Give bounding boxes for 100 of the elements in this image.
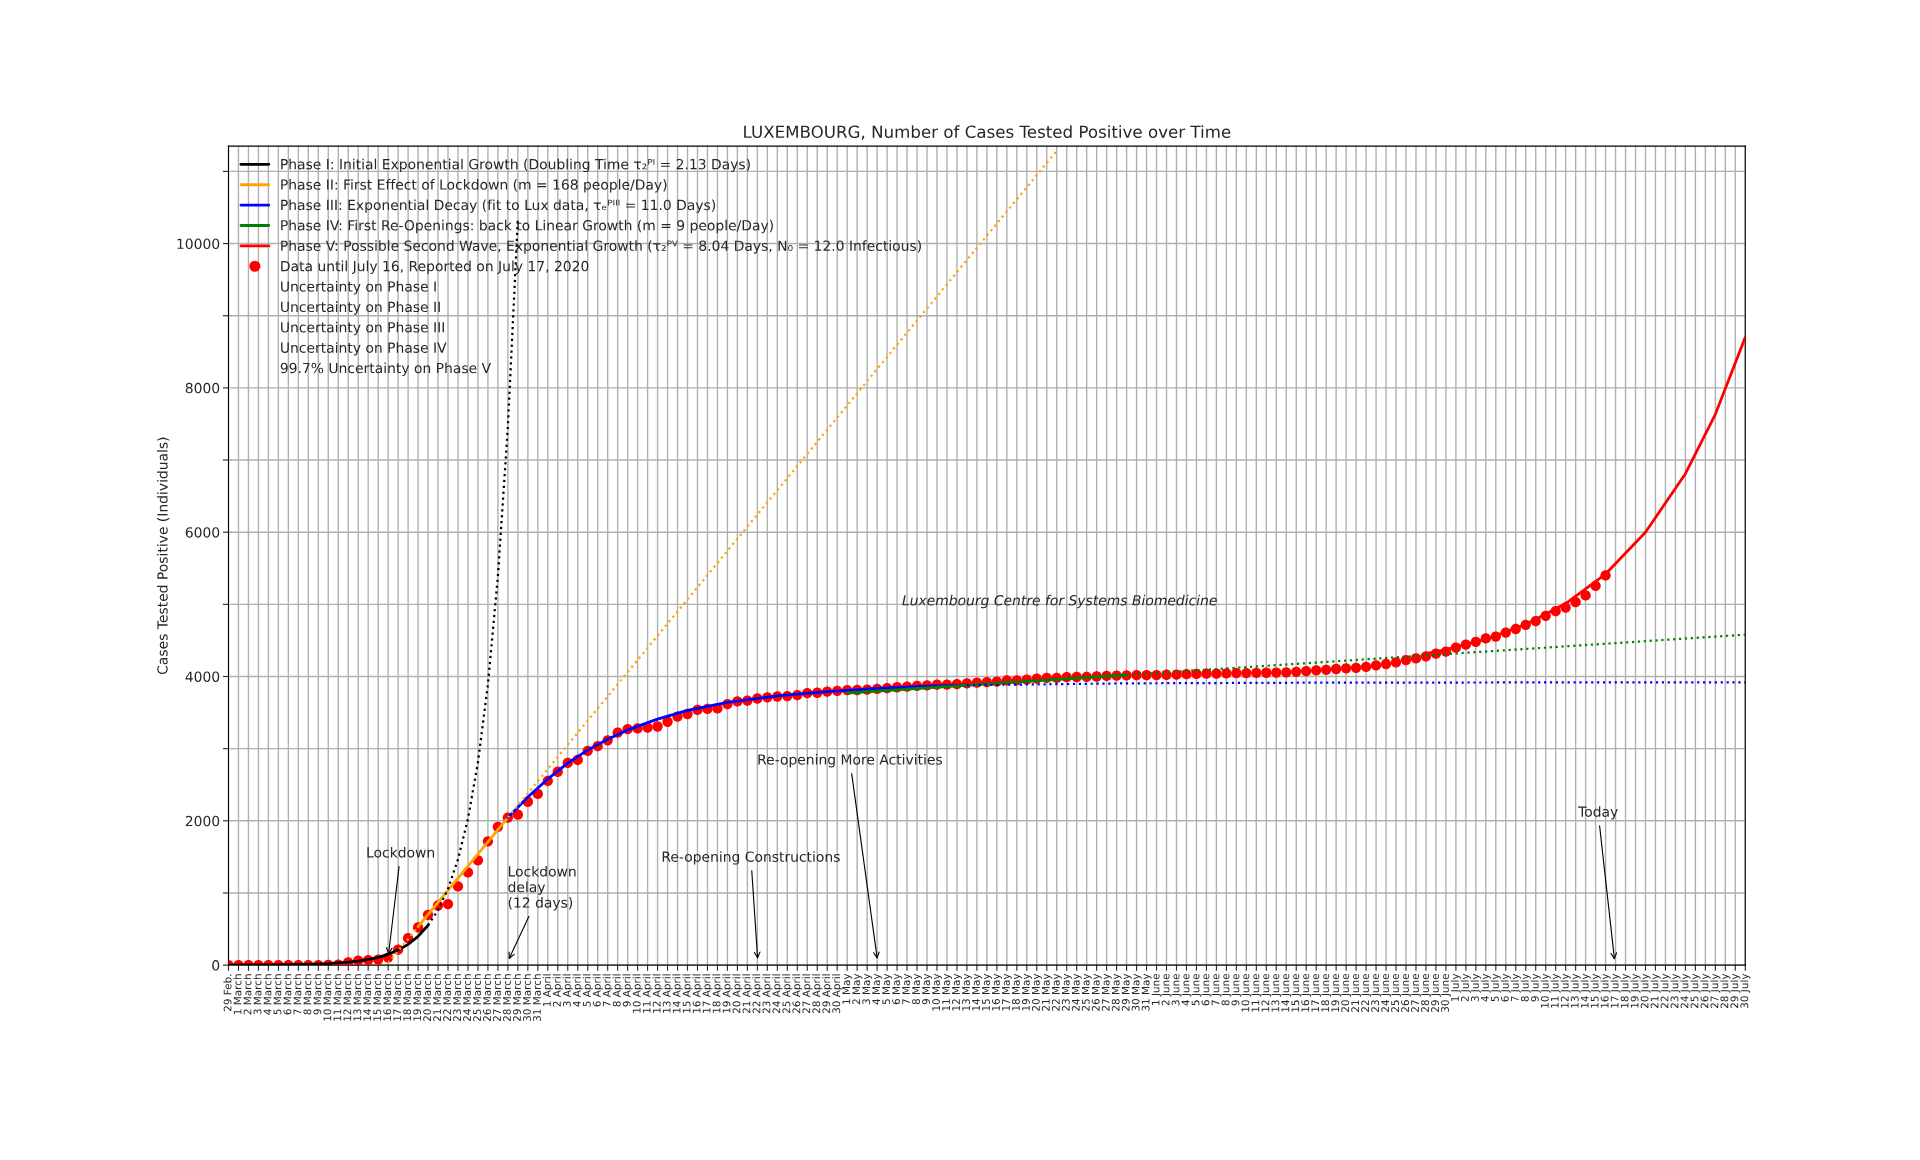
x-tick-label: 9 June [1231, 974, 1242, 1006]
x-tick-label: 9 March [313, 974, 322, 1015]
legend-label: Phase I: Initial Exponential Growth (Doubling Time τ₂ᴾᴵ = 2.13 Days) [281, 158, 750, 173]
x-tick-label: 26 July [1700, 973, 1711, 1008]
x-tick-label: 13 May [962, 973, 972, 1011]
x-tick-label: 12 May [952, 973, 962, 1011]
x-tick-label: 18 March [403, 974, 412, 1021]
x-tick-label: 21 June [1351, 974, 1362, 1012]
x-tick-label: 29 April [822, 974, 833, 1014]
x-tick-label: 16 July [1600, 973, 1611, 1008]
x-tick-label: 14 June [1281, 974, 1292, 1012]
annotation: Luxembourg Centre for Systems Biomedicine [902, 594, 1217, 609]
x-tick-label: 12 April [652, 974, 663, 1013]
x-tick-label: 27 May [1101, 973, 1112, 1011]
x-tick-label: 16 May [992, 973, 1002, 1011]
x-tick-label: 2 July [1460, 973, 1471, 1002]
x-tick-label: 31 March [532, 974, 541, 1021]
x-tick-label: 5 June [1191, 974, 1202, 1006]
x-tick-label: 17 July [1610, 973, 1621, 1008]
x-tick-label: 15 May [982, 973, 992, 1011]
y-tick-label: 0 [212, 960, 220, 971]
x-tick-label: 19 June [1331, 974, 1342, 1012]
x-tick-label: 24 May [1071, 973, 1082, 1011]
x-tick-label: 24 March [462, 974, 471, 1021]
x-tick-label: 14 May [972, 973, 982, 1011]
x-tick-label: 30 June [1441, 974, 1451, 1012]
x-tick-label: 22 June [1361, 974, 1372, 1012]
x-tick-label: 3 March [253, 974, 262, 1015]
x-tick-label: 29 May [1121, 973, 1132, 1011]
x-tick-label: 13 June [1271, 974, 1282, 1012]
x-tick-label: 21 May [1041, 973, 1052, 1011]
x-tick-label: 11 March [333, 974, 342, 1021]
x-tick-label: 17 May [1002, 973, 1012, 1011]
y-tick-label: 10000 [177, 238, 220, 250]
x-tick-label: 20 June [1341, 974, 1352, 1012]
x-tick-label: 19 July [1630, 973, 1641, 1008]
x-tick-label: 9 May [922, 973, 933, 1005]
x-tick-label: 8 May [912, 973, 923, 1005]
x-tick-label: 21 April [742, 974, 753, 1014]
annotation: Uncertainty on Phase III [281, 321, 444, 336]
x-tick-label: 7 March [293, 974, 302, 1015]
annotation: Lockdown [367, 846, 435, 858]
legend-label: Phase V: Possible Second Wave, Exponential Growth (τ₂ᴾⱽ = 8.04 Days, N₀ = 12.0 Infectious) [281, 240, 921, 254]
x-tick-label: 10 April [632, 974, 643, 1013]
x-tick-label: 8 July [1520, 973, 1531, 1002]
annotation: Re-opening More Activities [758, 753, 943, 768]
x-tick-label: 17 June [1311, 974, 1322, 1012]
x-tick-label: 14 April [672, 974, 683, 1013]
x-tick-label: 10 March [323, 974, 332, 1021]
x-tick-label: 14 July [1580, 973, 1591, 1008]
x-tick-label: 23 March [452, 974, 462, 1021]
x-tick-label: 11 April [642, 974, 653, 1013]
x-tick-label: 27 June [1411, 974, 1421, 1012]
x-tick-label: 1 May [842, 973, 853, 1004]
x-tick-label: 23 July [1670, 973, 1681, 1008]
x-tick-label: 22 May [1051, 973, 1062, 1011]
y-tick-label: 8000 [185, 382, 220, 394]
x-tick-label: 18 June [1321, 974, 1332, 1012]
legend-label: Data until July 16, Reported on July 17, 2020 [281, 260, 589, 275]
x-tick-label: 27 April [802, 974, 813, 1014]
x-tick-label: 31 May [1141, 973, 1152, 1011]
x-tick-label: 6 April [592, 974, 603, 1007]
x-tick-label: 12 July [1560, 973, 1571, 1008]
x-tick-label: 24 July [1680, 973, 1691, 1008]
x-tick-label: 5 March [273, 974, 282, 1015]
x-tick-label: 4 April [572, 974, 583, 1007]
x-tick-label: 29 July [1730, 973, 1741, 1008]
x-tick-label: 25 June [1391, 974, 1401, 1012]
x-tick-label: 2 March [243, 974, 252, 1015]
x-tick-label: 28 May [1111, 973, 1122, 1011]
x-tick-label: 11 July [1550, 973, 1561, 1008]
x-tick-label: 26 April [792, 974, 803, 1014]
x-tick-label: 2 May [852, 973, 863, 1005]
x-tick-label: 28 March [502, 974, 511, 1021]
x-tick-label: 19 May [1021, 973, 1032, 1011]
x-tick-label: 12 June [1261, 974, 1272, 1012]
x-tick-label: 4 March [263, 974, 272, 1015]
x-tick-label: 11 May [942, 973, 952, 1011]
x-tick-label: 7 July [1510, 973, 1521, 1002]
x-tick-label: 20 March [423, 974, 432, 1021]
x-tick-label: 2 June [1161, 974, 1172, 1006]
x-tick-label: 1 July [1450, 973, 1461, 1001]
annotation: 99.7% Uncertainty on Phase V [280, 362, 491, 376]
x-tick-label: 23 June [1371, 974, 1382, 1012]
x-tick-label: 21 July [1650, 973, 1661, 1008]
x-tick-label: 10 July [1540, 973, 1551, 1008]
x-tick-label: 18 July [1620, 973, 1631, 1008]
legend-label: Phase III: Exponential Decay (fit to Lux data, τₑᴾᴵᴵᴵ = 11.0 Days) [281, 199, 715, 213]
legend-label: Phase II: First Effect of Lockdown (m = 168 people/Day) [281, 179, 667, 193]
x-tick-label: 8 April [612, 974, 623, 1007]
x-tick-label: 25 April [782, 974, 793, 1014]
x-tick-label: 28 April [812, 974, 823, 1014]
x-tick-label: 3 May [862, 973, 873, 1005]
x-tick-label: 16 June [1301, 974, 1312, 1012]
x-tick-label: 26 March [482, 974, 491, 1021]
x-tick-label: 13 March [353, 974, 362, 1021]
x-tick-label: 27 July [1710, 973, 1721, 1008]
x-tick-label: 15 July [1590, 973, 1601, 1008]
x-tick-label: 5 July [1490, 973, 1501, 1002]
x-tick-label: 10 May [932, 973, 943, 1011]
